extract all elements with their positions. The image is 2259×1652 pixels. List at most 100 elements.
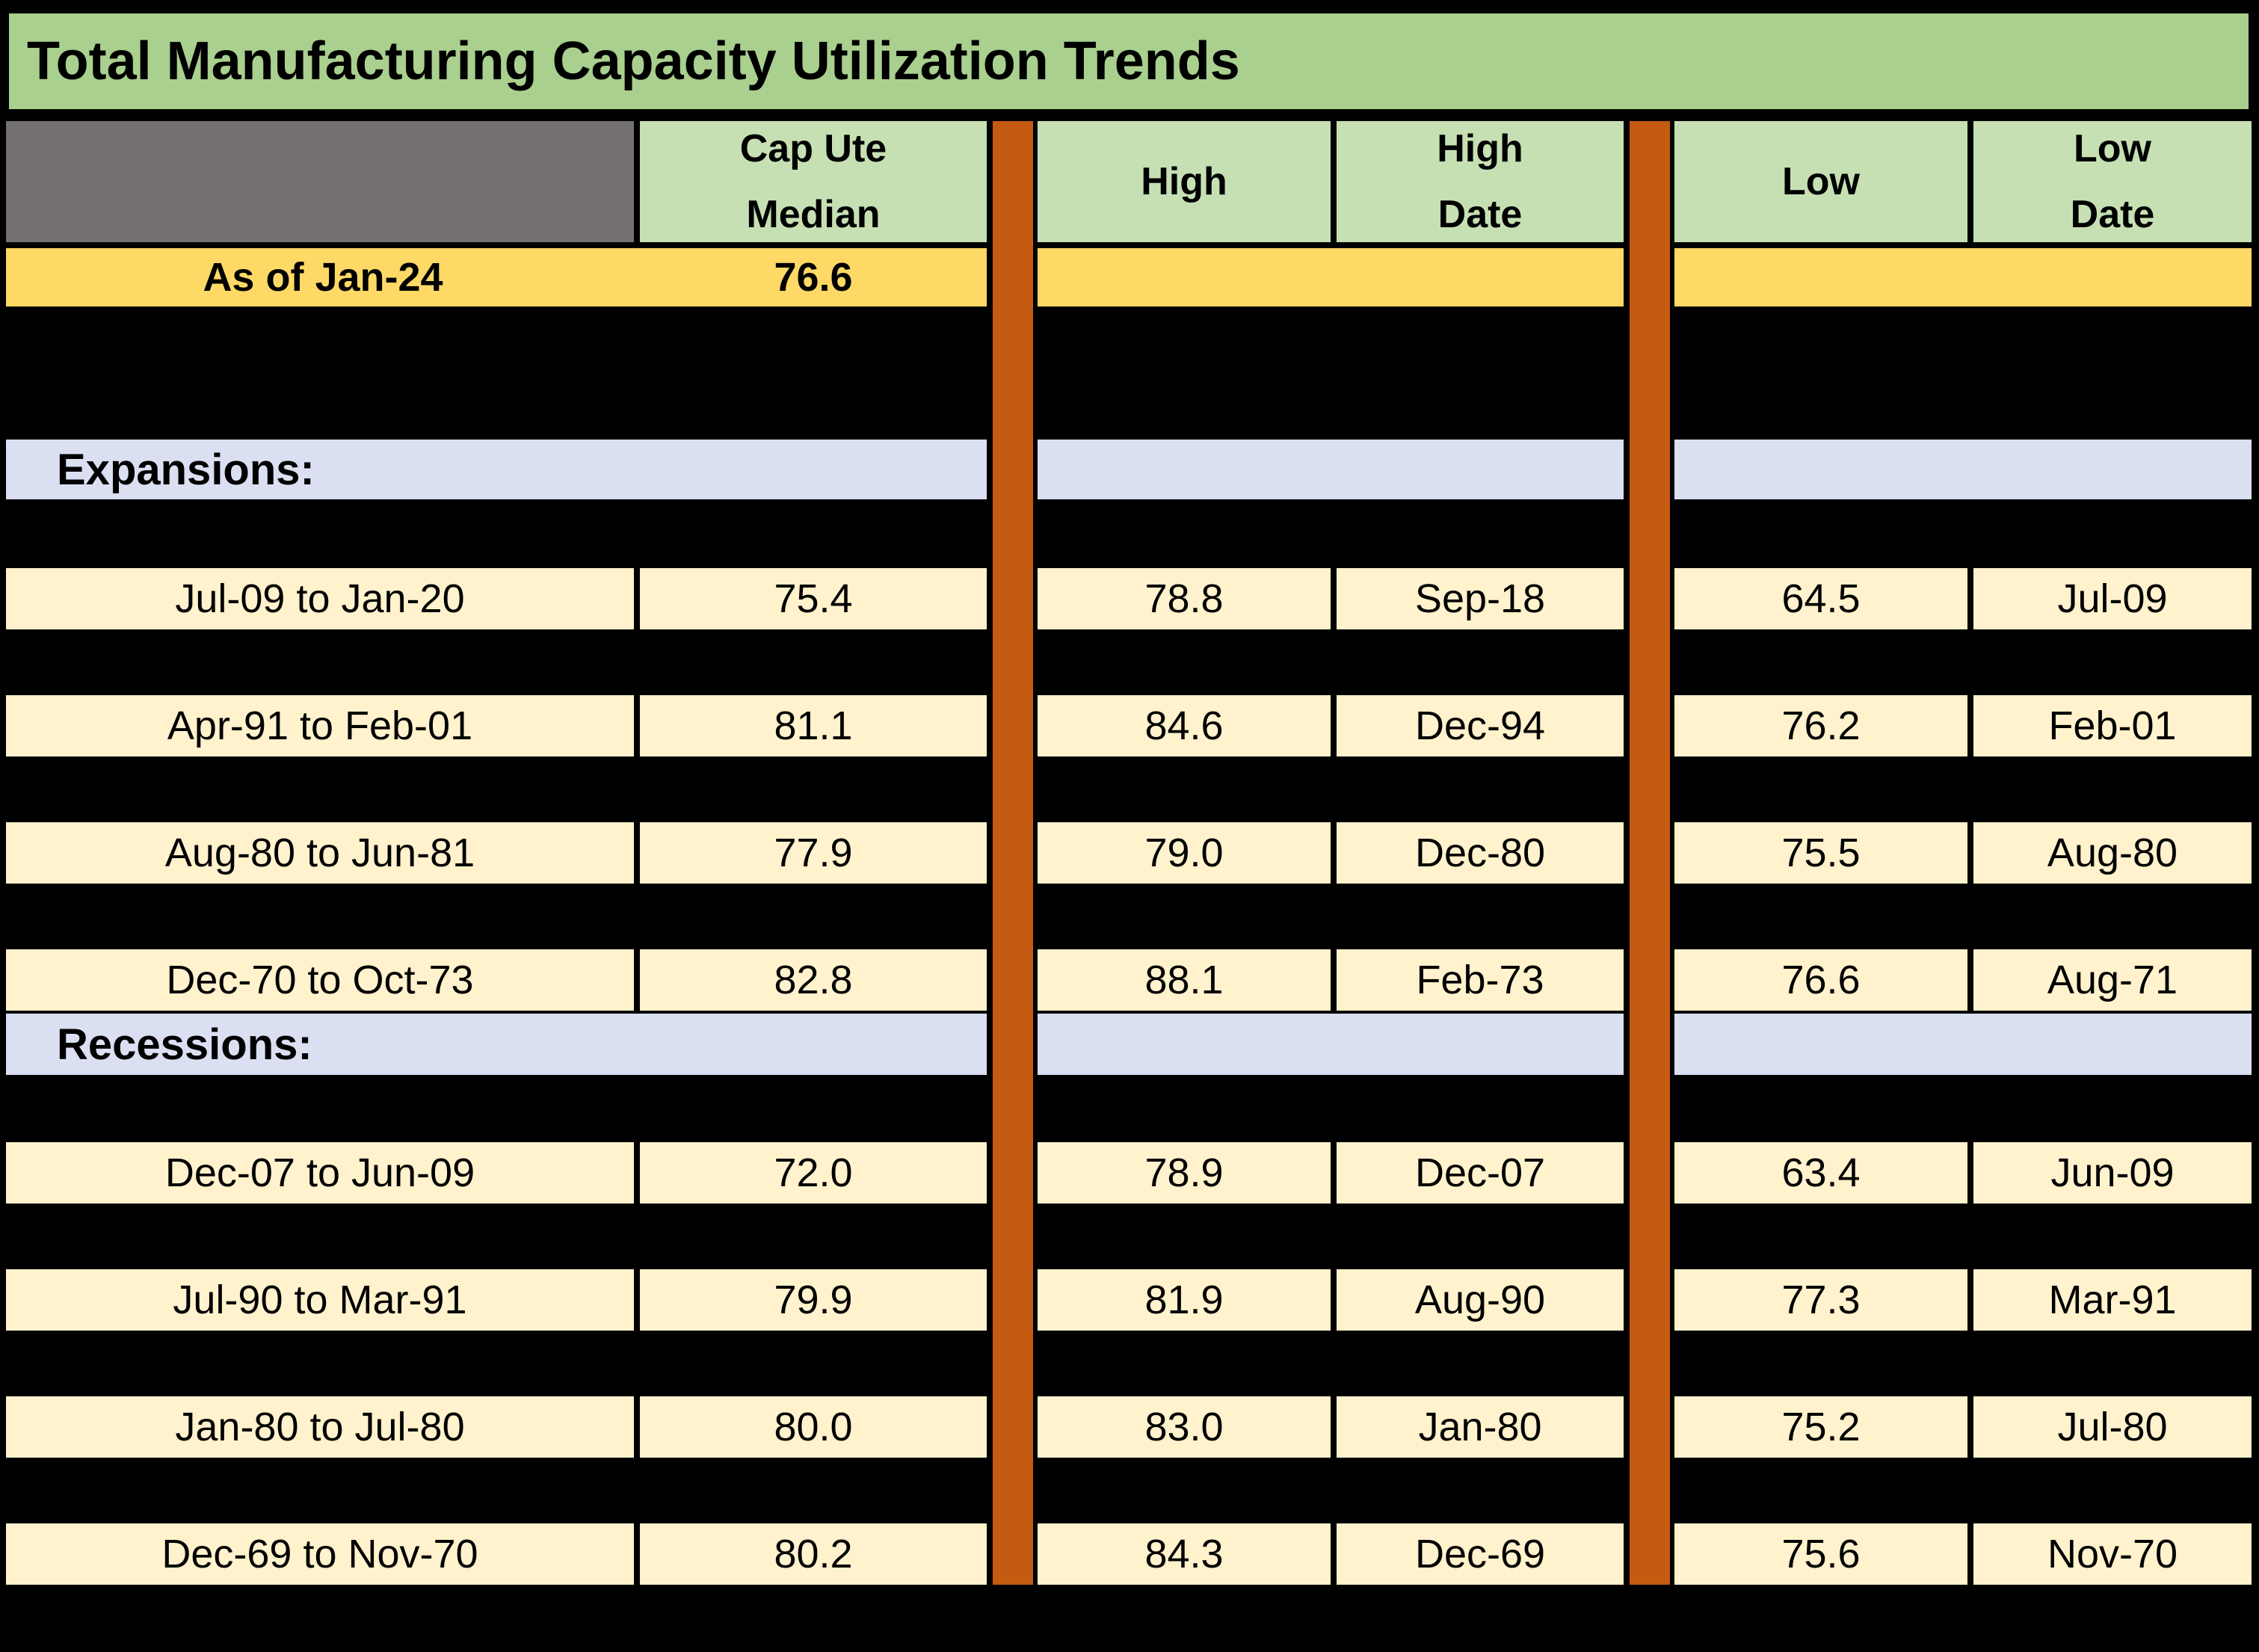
low-cell: 77.3	[1674, 1269, 1967, 1331]
section-expansions-label-cell: Expansions:	[6, 440, 987, 499]
low-cell: 63.4	[1674, 1142, 1967, 1203]
median-cell: 75.4	[640, 568, 987, 629]
header-row: Cap Ute Median High High Date Low Low Da…	[6, 121, 2252, 242]
median-value: 80.0	[774, 1405, 853, 1449]
period-cell: Dec-69 to Nov-70	[6, 1523, 634, 1585]
period-value: Dec-69 to Nov-70	[161, 1532, 478, 1577]
high-date-value: Dec-69	[1414, 1532, 1546, 1577]
as-of-low-empty-cell	[1674, 248, 2252, 306]
header-cap-ute-median: Cap Ute Median	[640, 121, 987, 242]
table-row: Dec-70 to Oct-73 82.8 88.1 Feb-73 76.6 A…	[6, 949, 2252, 1011]
low-value: 64.5	[1781, 576, 1861, 621]
high-date-value: Aug-90	[1414, 1277, 1546, 1322]
high-cell: 78.8	[1038, 568, 1331, 629]
low-cell: 75.2	[1674, 1396, 1967, 1458]
low-cell: 64.5	[1674, 568, 1967, 629]
low-date-cell: Aug-71	[1973, 949, 2252, 1011]
median-cell: 81.1	[640, 695, 987, 756]
median-value: 81.1	[774, 703, 853, 748]
as-of-high-empty-cell	[1038, 248, 1624, 306]
low-cell: 76.2	[1674, 695, 1967, 756]
high-date-value: Feb-73	[1416, 958, 1544, 1002]
high-date-cell: Jan-80	[1337, 1396, 1624, 1458]
median-value: 80.2	[774, 1532, 853, 1577]
header-high-date-label: High Date	[1437, 126, 1523, 236]
high-value: 78.9	[1144, 1150, 1224, 1195]
section-row-expansions: Expansions:	[6, 440, 2252, 499]
low-date-value: Feb-01	[2048, 703, 2177, 748]
high-date-cell: Aug-90	[1337, 1269, 1624, 1331]
low-value: 75.6	[1781, 1532, 1861, 1577]
low-date-cell: Aug-80	[1973, 822, 2252, 884]
header-low-date-label: Low Date	[2070, 126, 2155, 236]
median-cell: 77.9	[640, 822, 987, 884]
low-cell: 75.5	[1674, 822, 1967, 884]
period-value: Apr-91 to Feb-01	[167, 703, 473, 748]
high-date-cell: Sep-18	[1337, 568, 1624, 629]
table-row: Jul-09 to Jan-20 75.4 78.8 Sep-18 64.5 J…	[6, 568, 2252, 629]
low-date-cell: Jun-09	[1973, 1142, 2252, 1203]
section-expansions-high-empty-cell	[1038, 440, 1624, 499]
header-high-date: High Date	[1337, 121, 1624, 242]
table-row: Apr-91 to Feb-01 81.1 84.6 Dec-94 76.2 F…	[6, 695, 2252, 756]
period-cell: Jul-90 to Mar-91	[6, 1269, 634, 1331]
low-date-value: Aug-80	[2047, 830, 2178, 875]
table-row: Jan-80 to Jul-80 80.0 83.0 Jan-80 75.2 J…	[6, 1396, 2252, 1458]
period-value: Jan-80 to Jul-80	[175, 1405, 465, 1449]
low-date-value: Mar-91	[2048, 1277, 2177, 1322]
low-value: 75.5	[1781, 830, 1861, 875]
high-value: 78.8	[1144, 576, 1224, 621]
section-row-recessions: Recessions:	[6, 1014, 2252, 1075]
low-date-cell: Mar-91	[1973, 1269, 2252, 1331]
high-value: 81.9	[1144, 1277, 1224, 1322]
high-value: 84.6	[1144, 703, 1224, 748]
high-date-cell: Dec-07	[1337, 1142, 1624, 1203]
page-title: Total Manufacturing Capacity Utilization…	[27, 31, 1240, 91]
high-date-value: Dec-94	[1414, 703, 1546, 748]
period-cell: Dec-70 to Oct-73	[6, 949, 634, 1011]
header-cap-ute-median-label: Cap Ute Median	[739, 126, 887, 236]
high-value: 84.3	[1144, 1532, 1224, 1577]
median-cell: 82.8	[640, 949, 987, 1011]
period-value: Dec-07 to Jun-09	[164, 1150, 475, 1195]
high-value: 79.0	[1144, 830, 1224, 875]
high-cell: 78.9	[1038, 1142, 1331, 1203]
header-low-date: Low Date	[1973, 121, 2252, 242]
median-value: 72.0	[774, 1150, 853, 1195]
header-spacer-cell	[6, 121, 634, 242]
high-date-value: Dec-80	[1414, 830, 1546, 875]
low-date-value: Jun-09	[2050, 1150, 2175, 1195]
table-row: Dec-07 to Jun-09 72.0 78.9 Dec-07 63.4 J…	[6, 1142, 2252, 1203]
high-date-value: Jan-80	[1418, 1405, 1542, 1449]
section-recessions-label: Recessions:	[57, 1020, 312, 1069]
as-of-cell: As of Jan-24 76.6	[6, 248, 987, 306]
table-row: Aug-80 to Jun-81 77.9 79.0 Dec-80 75.5 A…	[6, 822, 2252, 884]
period-value: Jul-09 to Jan-20	[175, 576, 465, 621]
high-value: 88.1	[1144, 958, 1224, 1002]
period-cell: Dec-07 to Jun-09	[6, 1142, 634, 1203]
table-title-bar: Total Manufacturing Capacity Utilization…	[6, 10, 2252, 112]
low-date-value: Nov-70	[2047, 1532, 2178, 1577]
low-date-cell: Jul-80	[1973, 1396, 2252, 1458]
median-cell: 79.9	[640, 1269, 987, 1331]
low-date-cell: Nov-70	[1973, 1523, 2252, 1585]
table-row: Jul-90 to Mar-91 79.9 81.9 Aug-90 77.3 M…	[6, 1269, 2252, 1331]
low-cell: 76.6	[1674, 949, 1967, 1011]
low-value: 63.4	[1781, 1150, 1861, 1195]
period-value: Dec-70 to Oct-73	[166, 958, 474, 1002]
as-of-cap-ute-median-value: 76.6	[774, 255, 853, 300]
period-cell: Jan-80 to Jul-80	[6, 1396, 634, 1458]
high-cell: 79.0	[1038, 822, 1331, 884]
low-value: 75.2	[1781, 1405, 1861, 1449]
low-date-cell: Jul-09	[1973, 568, 2252, 629]
header-high: High	[1038, 121, 1331, 242]
section-recessions-high-empty-cell	[1038, 1014, 1624, 1075]
column-divider-left	[993, 121, 1033, 1585]
header-low: Low	[1674, 121, 1967, 242]
header-high-label: High	[1141, 159, 1227, 203]
low-date-value: Aug-71	[2047, 958, 2178, 1002]
period-cell: Jul-09 to Jan-20	[6, 568, 634, 629]
low-value: 77.3	[1781, 1277, 1861, 1322]
median-cell: 72.0	[640, 1142, 987, 1203]
